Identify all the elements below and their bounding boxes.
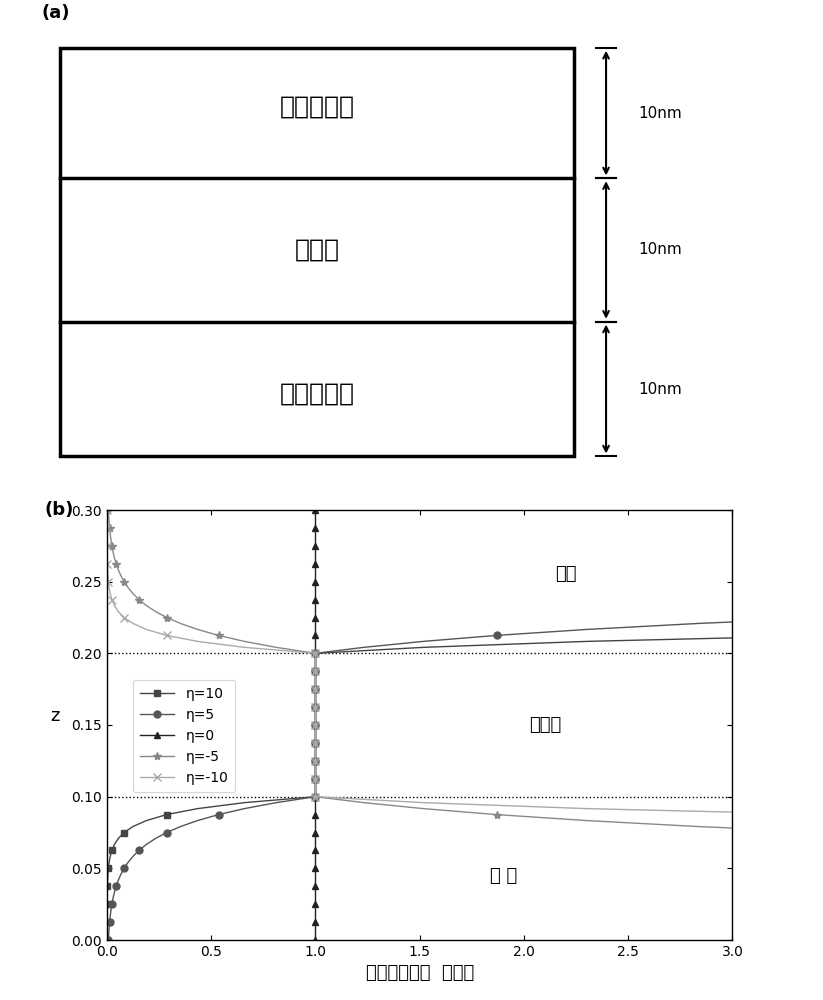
Bar — [60, 48, 574, 456]
X-axis label: 材料特性的比  例因子: 材料特性的比 例因子 — [365, 964, 474, 982]
Text: (b): (b) — [44, 501, 74, 519]
Text: 10nm: 10nm — [638, 106, 682, 121]
Legend: η=10, η=5, η=0, η=-5, η=-10: η=10, η=5, η=0, η=-5, η=-10 — [133, 680, 235, 792]
Text: 功能梯度层: 功能梯度层 — [280, 95, 355, 119]
Text: (a): (a) — [41, 4, 70, 22]
Text: 中间层: 中间层 — [528, 716, 561, 734]
Text: 功能梯度层: 功能梯度层 — [280, 381, 355, 405]
Text: 10nm: 10nm — [638, 242, 682, 257]
Text: 底 层: 底 层 — [490, 866, 517, 884]
Text: 顶层: 顶层 — [555, 565, 576, 583]
Text: 均匀层: 均匀层 — [295, 238, 340, 262]
Text: 10nm: 10nm — [638, 382, 682, 397]
Y-axis label: z: z — [50, 707, 59, 725]
